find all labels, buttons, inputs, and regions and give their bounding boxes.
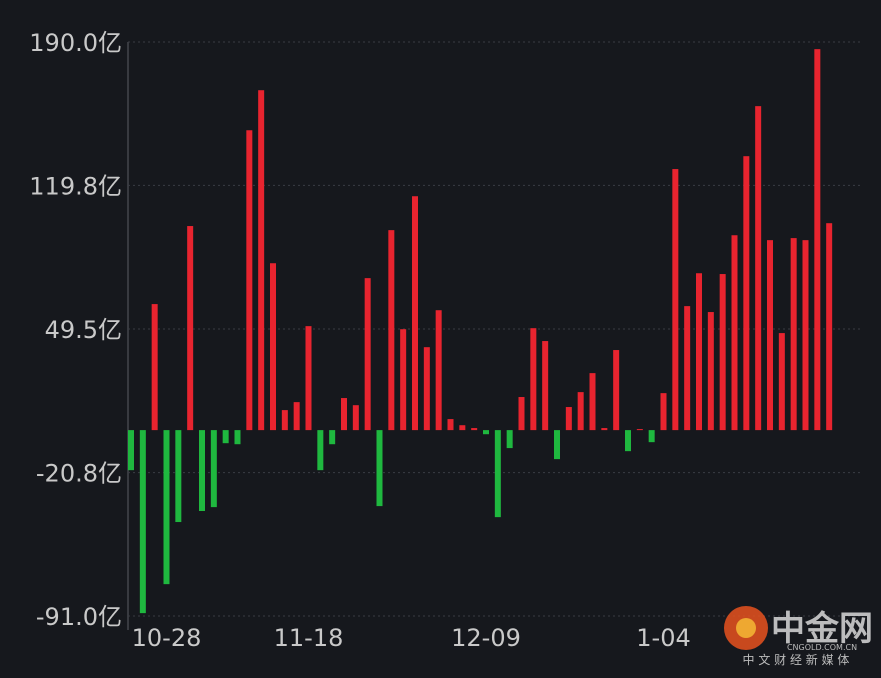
- bar: [270, 263, 276, 431]
- bar: [554, 430, 560, 460]
- bar: [447, 419, 454, 431]
- bar: [317, 430, 324, 471]
- bar: [258, 90, 265, 431]
- watermark-brand: 中金网: [771, 609, 873, 649]
- y-tick-label: 190.0亿: [29, 29, 122, 57]
- bar: [388, 230, 395, 431]
- y-tick-label: 49.5亿: [45, 316, 122, 344]
- bar: [246, 130, 253, 431]
- bar: [199, 430, 205, 512]
- bar: [648, 430, 655, 443]
- bar: [518, 397, 525, 431]
- bar: [660, 393, 667, 431]
- bar: [542, 341, 549, 431]
- bar: [305, 326, 312, 431]
- bar: [684, 306, 691, 431]
- bar: [613, 350, 620, 431]
- bar: [128, 430, 134, 471]
- bar: [352, 405, 359, 431]
- bar: [281, 410, 288, 431]
- bar: [435, 310, 442, 431]
- bar: [755, 106, 762, 431]
- y-tick-label: -91.0亿: [36, 603, 122, 631]
- bar: [400, 329, 407, 431]
- bar: [483, 430, 489, 435]
- bar: [459, 425, 466, 431]
- bar: [778, 333, 785, 431]
- bar: [672, 169, 679, 431]
- bar: [364, 278, 371, 431]
- bar: [471, 428, 478, 431]
- x-tick-label: 1-04: [636, 624, 690, 652]
- bar: [767, 240, 773, 431]
- bar: [577, 392, 584, 431]
- bar: [707, 312, 714, 431]
- x-tick-label: 10-28: [132, 624, 202, 652]
- bar: [565, 407, 572, 431]
- bar: [175, 430, 182, 523]
- bar: [151, 304, 158, 431]
- watermark-slogan: 中 文 财 经 新 媒 体: [743, 652, 850, 667]
- bar: [376, 430, 383, 507]
- bar: [187, 226, 194, 431]
- bar: [494, 430, 501, 518]
- bar: [790, 238, 797, 431]
- bar: [163, 430, 170, 585]
- bar: [222, 430, 229, 444]
- bar: [731, 235, 738, 431]
- y-tick-label: 119.8亿: [29, 172, 122, 200]
- bar: [826, 223, 833, 431]
- bar: [601, 428, 608, 431]
- bar: [696, 273, 702, 431]
- bar: [719, 274, 726, 431]
- bar: [589, 373, 596, 431]
- watermark: 中金网 CNGOLD.COM.CN 中 文 财 经 新 媒 体: [724, 606, 873, 667]
- bar: [412, 196, 418, 431]
- bar: [329, 430, 336, 445]
- bar: [814, 49, 821, 431]
- watermark-domain: CNGOLD.COM.CN: [787, 643, 857, 652]
- bar: [636, 429, 643, 431]
- bar: [506, 430, 513, 449]
- y-tick-label: -20.8亿: [36, 460, 122, 488]
- bar: [210, 430, 217, 508]
- bar: [139, 430, 146, 614]
- bar: [234, 430, 241, 445]
- x-tick-label: 12-09: [451, 624, 521, 652]
- bar: [293, 402, 300, 431]
- bar: [625, 430, 631, 452]
- bar: [341, 398, 347, 431]
- watermark-logo-inner: [736, 618, 756, 638]
- bar: [530, 328, 537, 431]
- x-tick-label: 11-18: [274, 624, 344, 652]
- bar: [423, 347, 430, 431]
- bar: [802, 240, 809, 431]
- bar: [743, 156, 750, 431]
